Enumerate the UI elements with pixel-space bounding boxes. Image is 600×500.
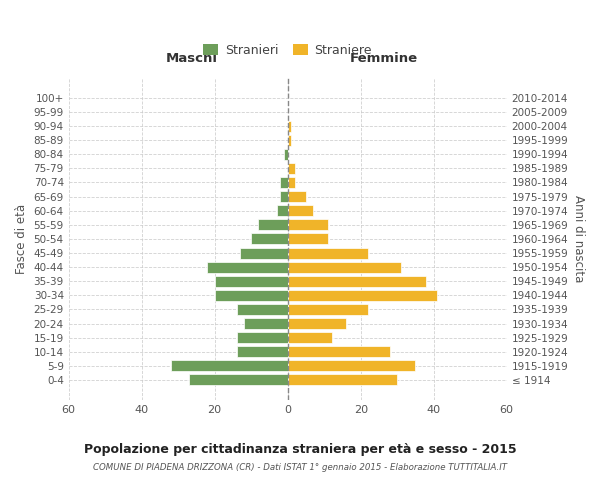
Legend: Stranieri, Straniere: Stranieri, Straniere bbox=[199, 39, 377, 62]
Bar bbox=[287, 304, 368, 315]
Bar bbox=[287, 120, 292, 132]
Bar bbox=[287, 262, 401, 272]
Bar bbox=[287, 134, 292, 145]
Text: Maschi: Maschi bbox=[166, 52, 217, 65]
Bar bbox=[287, 276, 427, 286]
Bar bbox=[287, 205, 313, 216]
Bar bbox=[287, 248, 368, 258]
Bar bbox=[287, 220, 328, 230]
Bar bbox=[236, 346, 287, 358]
Bar bbox=[251, 234, 287, 244]
Bar bbox=[280, 177, 287, 188]
Bar bbox=[287, 318, 346, 329]
Bar bbox=[287, 234, 328, 244]
Bar bbox=[215, 290, 287, 301]
Bar bbox=[287, 360, 415, 372]
Bar bbox=[236, 304, 287, 315]
Bar bbox=[208, 262, 287, 272]
Bar bbox=[171, 360, 287, 372]
Bar bbox=[240, 248, 287, 258]
Bar bbox=[287, 346, 390, 358]
Y-axis label: Anni di nascita: Anni di nascita bbox=[572, 195, 585, 282]
Bar bbox=[280, 191, 287, 202]
Bar bbox=[244, 318, 287, 329]
Bar bbox=[189, 374, 287, 386]
Bar bbox=[236, 332, 287, 343]
Y-axis label: Fasce di età: Fasce di età bbox=[15, 204, 28, 274]
Bar bbox=[287, 177, 295, 188]
Bar bbox=[287, 290, 437, 301]
Bar bbox=[287, 191, 306, 202]
Text: Femmine: Femmine bbox=[350, 52, 418, 65]
Bar bbox=[277, 205, 287, 216]
Text: COMUNE DI PIADENA DRIZZONA (CR) - Dati ISTAT 1° gennaio 2015 - Elaborazione TUTT: COMUNE DI PIADENA DRIZZONA (CR) - Dati I… bbox=[93, 462, 507, 471]
Bar bbox=[287, 374, 397, 386]
Bar bbox=[284, 148, 287, 160]
Text: Popolazione per cittadinanza straniera per età e sesso - 2015: Popolazione per cittadinanza straniera p… bbox=[83, 442, 517, 456]
Bar bbox=[215, 276, 287, 286]
Bar bbox=[287, 332, 331, 343]
Bar bbox=[259, 220, 287, 230]
Bar bbox=[287, 163, 295, 174]
